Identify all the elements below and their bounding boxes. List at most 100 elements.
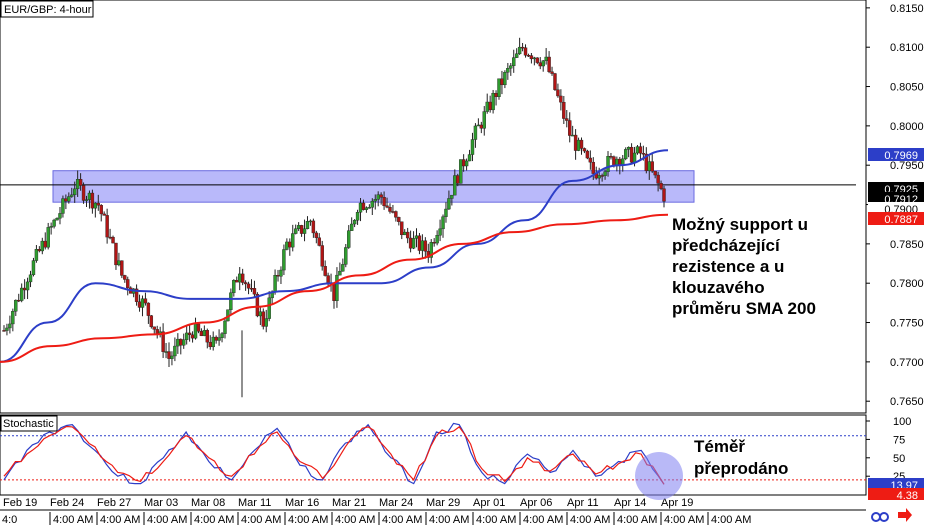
- candle-body: [541, 60, 545, 67]
- price-tag: [868, 192, 924, 205]
- candle-body: [246, 283, 251, 289]
- candle-body: [523, 47, 528, 56]
- candle-body: [179, 338, 183, 346]
- annotation-support: Možný support u předcházející rezistence a…: [672, 215, 816, 318]
- candle-body: [311, 220, 316, 234]
- candle-body: [535, 57, 540, 63]
- x-date-label: Apr 11: [567, 497, 599, 509]
- candle-body: [438, 228, 442, 236]
- candle-body: [379, 194, 383, 198]
- x-time-label: 4:00 AM: [711, 514, 751, 525]
- candle-body: [5, 327, 9, 331]
- x-date-label: Feb 24: [50, 497, 84, 509]
- candle-body: [285, 241, 289, 250]
- candle-body: [606, 156, 610, 172]
- candle-body: [361, 202, 366, 210]
- candle-body: [447, 198, 451, 210]
- stoch-k-line: [3, 422, 665, 485]
- candle-body: [64, 198, 68, 202]
- candle-body: [40, 240, 45, 252]
- candle-body: [432, 242, 436, 244]
- x-date-label: Mar 11: [238, 497, 271, 509]
- stoch-tick-label: 50: [893, 453, 905, 465]
- candle-body: [382, 197, 386, 207]
- candle-body: [326, 275, 330, 284]
- candle-body: [279, 269, 283, 277]
- link-icon[interactable]: [871, 512, 889, 522]
- annotation-line: rezistence a u: [672, 257, 784, 276]
- x-date-label: Apr 19: [661, 497, 693, 509]
- candle-body: [70, 194, 74, 197]
- x-time-label: 4:00 AM: [523, 514, 563, 525]
- candle-body: [173, 345, 177, 357]
- candle-body: [49, 226, 53, 228]
- candle-body: [444, 208, 448, 217]
- x-date-label: Mar 21: [332, 497, 366, 509]
- candle-body: [58, 213, 62, 219]
- candle-body: [111, 236, 115, 244]
- candle-body: [488, 101, 492, 111]
- candle-body: [182, 339, 186, 346]
- candle-body: [11, 311, 15, 325]
- candle-body: [288, 241, 292, 248]
- candle-body: [214, 336, 218, 341]
- candle-body: [229, 292, 233, 310]
- candle-body: [261, 311, 265, 327]
- y-tick-label: 0.8100: [890, 42, 924, 54]
- candle-body: [588, 157, 593, 163]
- candle-body: [252, 288, 257, 295]
- candle-body: [491, 92, 495, 111]
- candle-body: [37, 249, 42, 252]
- candle-body: [420, 240, 425, 251]
- candle-body: [14, 299, 18, 312]
- annotation-line: přeprodáno: [694, 459, 788, 478]
- candle-body: [612, 156, 616, 167]
- candle-body: [240, 273, 245, 283]
- candle-body: [503, 71, 507, 86]
- y-tick-label: 0.8050: [890, 82, 924, 94]
- price-tag: [868, 148, 924, 161]
- candle-body: [349, 223, 354, 231]
- candle-body: [120, 260, 124, 276]
- candle-body: [8, 323, 12, 329]
- candle-body: [347, 230, 351, 248]
- stoch-tag-label: 4.38: [897, 490, 918, 502]
- candle-body: [529, 55, 534, 60]
- candle-body: [635, 146, 640, 154]
- candle-body: [632, 152, 637, 163]
- candle-body: [332, 282, 336, 301]
- candle-body: [494, 92, 498, 97]
- candle-body: [193, 323, 198, 339]
- x-date-label: Mar 24: [379, 497, 413, 509]
- candle-body: [190, 334, 195, 339]
- candle-body: [196, 323, 201, 332]
- candle-body: [470, 139, 475, 155]
- candle-body: [267, 297, 271, 319]
- candle-body: [458, 159, 463, 184]
- candle-body: [34, 249, 39, 261]
- candle-body: [562, 101, 566, 119]
- chart-title: EUR/GBP: 4-hour: [4, 4, 92, 16]
- candle-body: [31, 260, 36, 276]
- candle-body: [211, 336, 215, 348]
- x-date-label: Mar 29: [426, 497, 460, 509]
- candle-body: [506, 68, 510, 73]
- candle-body: [341, 264, 345, 272]
- candle-body: [355, 212, 360, 221]
- candle-body: [96, 202, 100, 206]
- sma-200-line: [0, 213, 669, 363]
- candle-body: [520, 46, 525, 49]
- candle-body: [93, 202, 98, 209]
- candle-body: [497, 78, 501, 97]
- candle-body: [223, 320, 227, 334]
- candle-body: [264, 318, 268, 327]
- arrow-icon[interactable]: [898, 508, 912, 522]
- candle-body: [568, 120, 572, 136]
- candle-body: [149, 315, 154, 328]
- y-tick-label: 0.8000: [890, 121, 924, 133]
- price-tag-label: 0.7969: [884, 150, 918, 162]
- candle-body: [473, 125, 478, 140]
- candle-body: [485, 101, 489, 112]
- annotation-oversold: Téměř přeprodáno: [694, 437, 788, 478]
